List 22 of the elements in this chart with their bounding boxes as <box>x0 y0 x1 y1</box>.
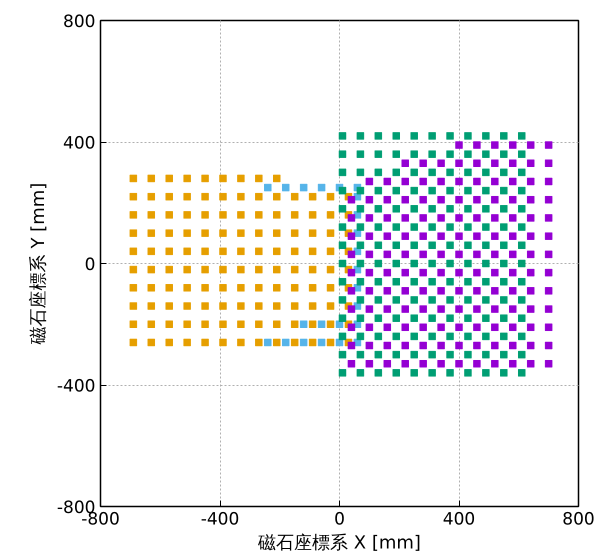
point <box>300 184 308 192</box>
x-tick-label: 400 <box>442 510 476 530</box>
point <box>282 184 290 192</box>
y-tick-label: 0 <box>84 255 96 275</box>
point <box>318 320 326 328</box>
point <box>264 184 272 192</box>
x-tick-label: -400 <box>200 510 240 530</box>
x-tick-label: 800 <box>562 510 595 530</box>
y-tick-label: -400 <box>56 376 96 396</box>
point <box>318 184 326 192</box>
point <box>300 320 308 328</box>
y-axis-title: 磁石座標系 Y [mm] <box>28 182 49 346</box>
y-tick-label: 800 <box>63 12 96 32</box>
x-tick-label: 0 <box>334 510 345 530</box>
point <box>264 338 272 346</box>
point <box>336 338 344 346</box>
y-tick-label: 400 <box>63 134 96 154</box>
x-axis-title: 磁石座標系 X [mm] <box>257 532 421 554</box>
point <box>318 338 326 346</box>
point <box>282 338 290 346</box>
point <box>300 338 308 346</box>
point <box>336 320 344 328</box>
